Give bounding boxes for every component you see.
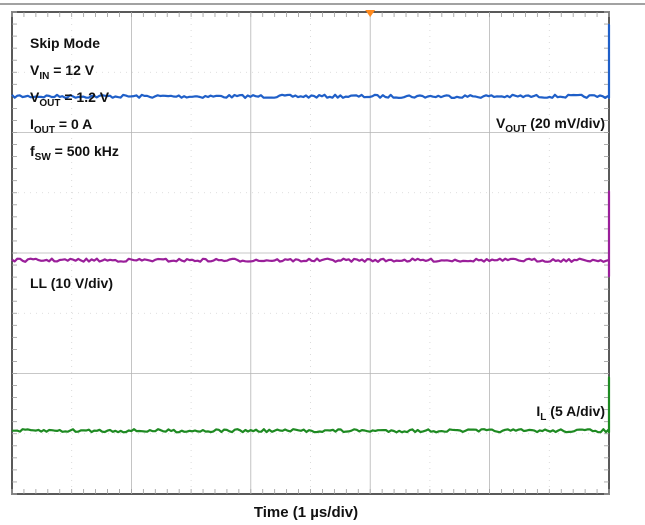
trace-2 [12,376,611,434]
markers [365,10,376,17]
series-labels: VOUT (20 mV/div) LL (10 V/div) IL (5 A/div… [30,115,605,423]
setting-line: fSW = 500 kHz [30,143,119,163]
x-axis-label: Time (1 µs/div) [254,504,358,521]
setting-line: VOUT = 1.2 V [30,89,110,109]
series-label: LL (10 V/div) [30,275,113,291]
trace-1 [11,190,611,278]
trigger-marker [365,10,376,17]
mode-label: Skip Mode [30,35,100,51]
traces [11,23,611,434]
trace-0 [11,23,611,99]
series-label: VOUT (20 mV/div) [496,115,605,135]
settings-box: Skip Mode VIN = 12 V VOUT = 1.2 V IOUT = 0… [30,35,119,163]
setting-line: VIN = 12 V [30,62,95,82]
series-label: IL (5 A/div) [536,403,605,423]
grid [11,11,610,495]
setting-line: IOUT = 0 A [30,116,92,136]
